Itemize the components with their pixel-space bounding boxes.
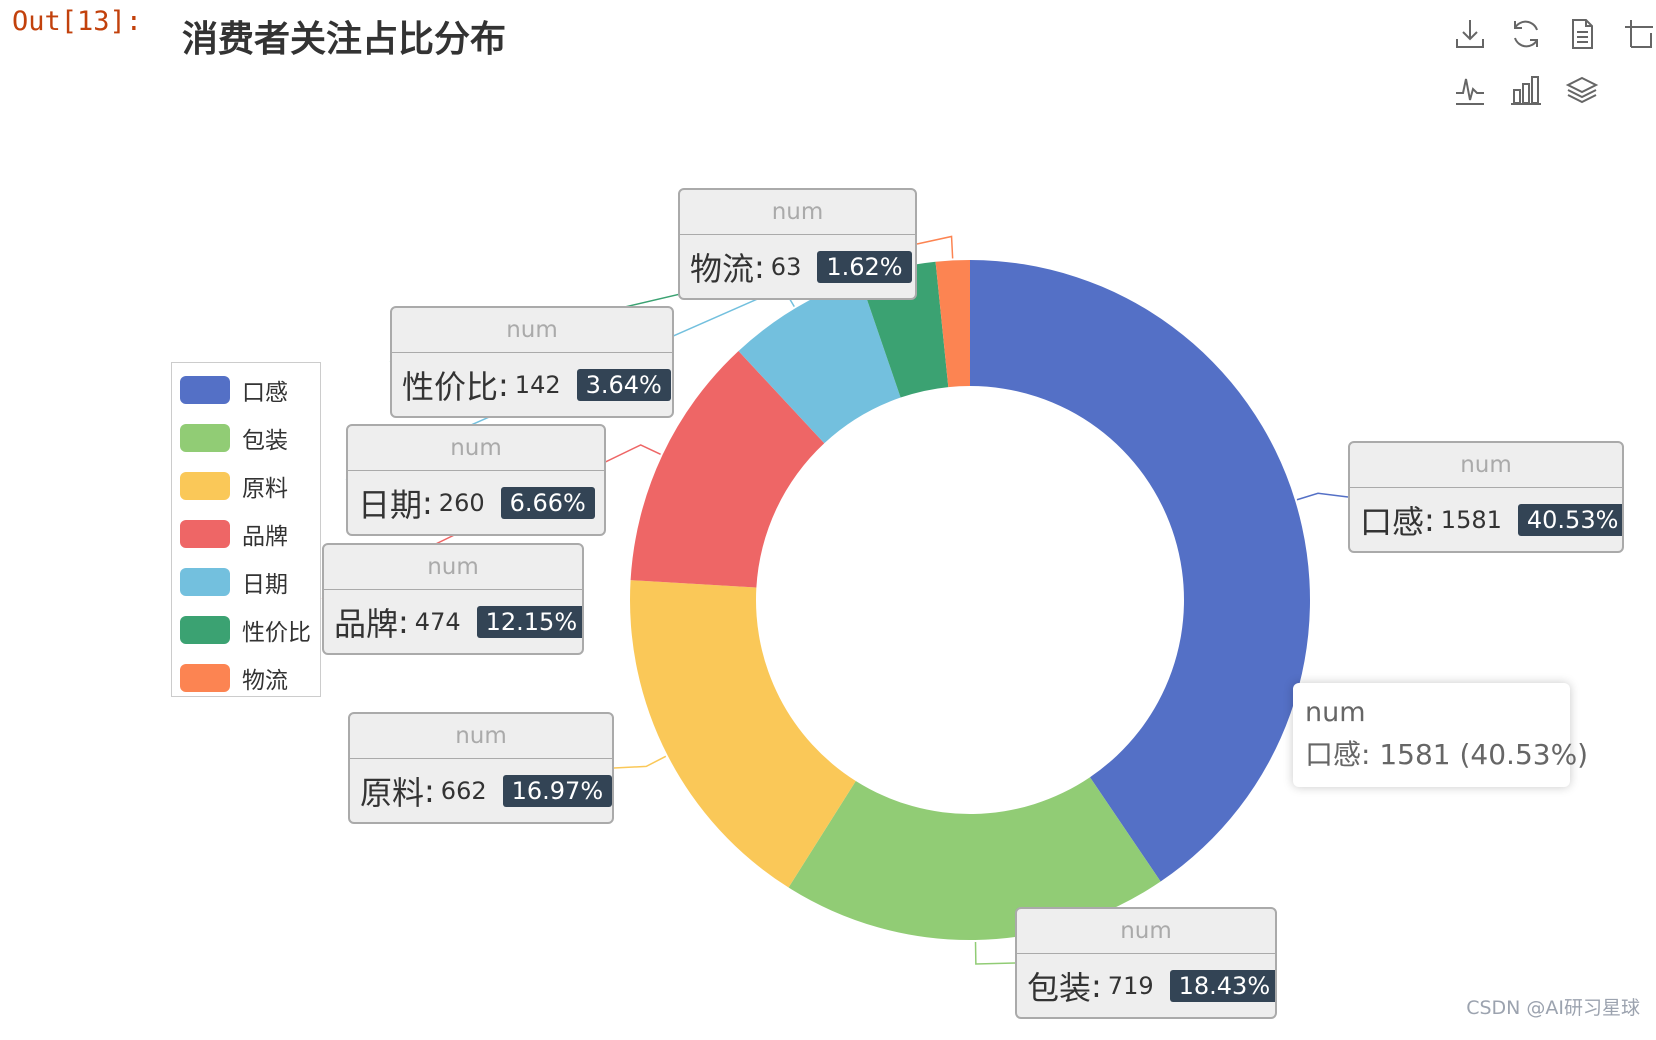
- slice-label-percent: 3.64%: [576, 369, 671, 401]
- leader-line-logistics: [916, 235, 954, 259]
- chart-legend: 口感包装原料品牌日期性价比物流: [171, 362, 321, 697]
- slice-label-series-name: num: [680, 190, 915, 235]
- legend-item-value-for-money[interactable]: 性价比: [180, 612, 311, 648]
- legend-label: 品牌: [242, 524, 288, 550]
- slice-label-name: 包装: [1027, 969, 1092, 1007]
- slice-label-value: 260: [438, 489, 485, 517]
- slice-label-series-name: num: [1017, 909, 1275, 954]
- line-chart-icon[interactable]: [1450, 70, 1490, 110]
- slice-taste[interactable]: [970, 260, 1310, 882]
- slice-label-body: 物流:63 1.62%: [680, 235, 915, 298]
- stack-icon[interactable]: [1562, 70, 1602, 110]
- slice-label-name: 性价比: [402, 368, 499, 406]
- slice-label-brand: num 品牌:474 12.15%: [322, 543, 584, 655]
- bar-chart-icon[interactable]: [1506, 70, 1546, 110]
- legend-item-logistics[interactable]: 物流: [180, 660, 288, 696]
- chart-tooltip: num 口感: 1581 (40.53%): [1293, 683, 1589, 787]
- slice-label-series-name: num: [324, 545, 582, 590]
- legend-label: 性价比: [242, 620, 311, 646]
- slice-label-percent: 1.62%: [817, 251, 912, 283]
- legend-item-date[interactable]: 日期: [180, 564, 288, 600]
- slice-label-ingredients: num 原料:662 16.97%: [348, 712, 614, 824]
- legend-swatch: [180, 472, 230, 500]
- slice-label-body: 口感:1581 40.53%: [1350, 488, 1622, 551]
- slice-brand[interactable]: [630, 350, 825, 588]
- legend-label: 日期: [242, 572, 288, 598]
- slice-label-body: 原料:662 16.97%: [350, 759, 612, 822]
- legend-label: 包装: [242, 428, 288, 454]
- tooltip-text: 口感: 1581 (40.53%): [1305, 738, 1589, 771]
- slice-label-body: 包装:719 18.43%: [1017, 954, 1275, 1017]
- chart-title: 消费者关注占比分布: [182, 19, 507, 60]
- slice-label-value: 474: [414, 608, 461, 636]
- legend-item-taste[interactable]: 口感: [180, 372, 288, 408]
- slice-label-colon: :: [422, 484, 433, 522]
- slice-date[interactable]: [738, 278, 901, 444]
- slice-logistics[interactable]: [935, 260, 970, 388]
- slice-label-series-name: num: [392, 308, 672, 353]
- slice-label-taste: num 口感:1581 40.53%: [1348, 441, 1624, 553]
- legend-item-packaging[interactable]: 包装: [180, 420, 288, 456]
- slice-label-packaging: num 包装:719 18.43%: [1015, 907, 1277, 1019]
- slice-ingredients[interactable]: [630, 580, 856, 888]
- legend-item-ingredients[interactable]: 原料: [180, 468, 288, 504]
- slice-label-name: 品牌: [334, 605, 399, 643]
- legend-swatch: [180, 520, 230, 548]
- refresh-icon[interactable]: [1506, 14, 1546, 54]
- legend-swatch: [180, 424, 230, 452]
- slice-label-body: 日期:260 6.66%: [348, 471, 604, 534]
- data-view-icon[interactable]: [1562, 14, 1602, 54]
- legend-item-brand[interactable]: 品牌: [180, 516, 288, 552]
- slice-label-name: 日期: [358, 486, 423, 524]
- slice-label-percent: 6.66%: [500, 487, 595, 519]
- chart-toolbox: [1450, 14, 1656, 114]
- legend-swatch: [180, 616, 230, 644]
- slice-label-colon: :: [1091, 967, 1102, 1005]
- slice-label-series-name: num: [350, 714, 612, 759]
- slice-label-percent: 16.97%: [502, 775, 612, 807]
- legend-label: 原料: [242, 476, 288, 502]
- slice-label-value-for-money: num 性价比:142 3.64%: [390, 306, 674, 418]
- slice-label-value: 662: [440, 777, 487, 805]
- slice-label-name: 原料: [360, 774, 425, 812]
- slice-label-body: 品牌:474 12.15%: [324, 590, 582, 653]
- slice-label-percent: 40.53%: [1517, 504, 1622, 536]
- download-icon[interactable]: [1450, 14, 1490, 54]
- leader-line-packaging: [974, 941, 1016, 965]
- leader-line-taste: [1296, 492, 1349, 501]
- slice-label-body: 性价比:142 3.64%: [392, 353, 672, 416]
- tooltip-title: num: [1305, 697, 1366, 728]
- slice-label-value: 1581: [1440, 506, 1502, 534]
- slice-label-series-name: num: [348, 426, 604, 471]
- slice-packaging[interactable]: [788, 777, 1161, 940]
- slice-label-percent: 18.43%: [1169, 970, 1275, 1002]
- legend-label: 物流: [242, 668, 288, 694]
- output-prompt: Out[13]:: [12, 6, 143, 37]
- slice-label-value: 719: [1107, 972, 1154, 1000]
- slice-label-date: num 日期:260 6.66%: [346, 424, 606, 536]
- zoom-icon[interactable]: [1618, 14, 1656, 54]
- slice-label-colon: :: [754, 248, 765, 286]
- watermark: CSDN @AI研习星球: [1466, 997, 1640, 1019]
- slice-label-logistics: num 物流:63 1.62%: [678, 188, 917, 300]
- leader-line-ingredients: [613, 755, 667, 769]
- slice-label-colon: :: [398, 603, 409, 641]
- slice-label-colon: :: [1424, 501, 1435, 539]
- legend-swatch: [180, 376, 230, 404]
- slice-label-colon: :: [498, 366, 509, 404]
- slice-label-percent: 12.15%: [476, 606, 582, 638]
- legend-label: 口感: [242, 380, 288, 406]
- slice-label-value: 142: [514, 371, 561, 399]
- slice-label-colon: :: [424, 772, 435, 810]
- legend-swatch: [180, 568, 230, 596]
- slice-label-series-name: num: [1350, 443, 1622, 488]
- slice-label-name: 物流: [690, 250, 755, 288]
- slice-label-name: 口感: [1360, 503, 1425, 541]
- slice-label-value: 63: [770, 253, 802, 281]
- legend-swatch: [180, 664, 230, 692]
